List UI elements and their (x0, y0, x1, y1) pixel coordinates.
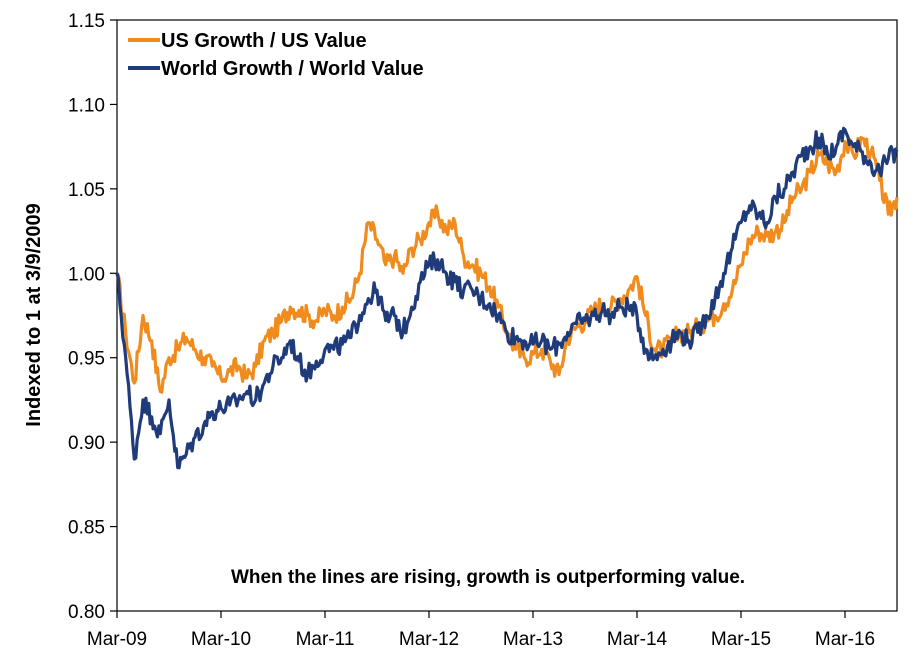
plot-frame (116, 19, 898, 612)
y-tick-label: 0.80 (68, 602, 105, 623)
x-tick-label: Mar-10 (191, 629, 251, 650)
x-tick-label: Mar-15 (711, 629, 771, 650)
x-tick-label: Mar-14 (607, 629, 668, 650)
x-tick-label: Mar-16 (815, 629, 875, 650)
series-line-world-growth-value (115, 126, 899, 470)
series-layer (115, 126, 899, 470)
y-tick-label: 0.90 (68, 433, 105, 454)
y-tick-label: 0.95 (68, 349, 105, 370)
y-tick-label: 0.85 (68, 518, 105, 539)
legend-label: US Growth / US Value (161, 30, 367, 52)
x-tick-label: Mar-13 (503, 629, 563, 650)
y-axis-label: Indexed to 1 at 3/9/2009 (23, 203, 45, 426)
x-axis-ticks: Mar-09 Mar-10 Mar-11 Mar-12 Mar-13 Mar-14 Mar-… (87, 611, 875, 650)
chart-annotation: When the lines are rising, growth is out… (231, 567, 745, 588)
x-tick-label: Mar-11 (296, 629, 355, 650)
series-line-us-growth-value (115, 135, 899, 394)
y-tick-label: 1.15 (68, 11, 105, 32)
y-tick-label: 1.00 (68, 264, 105, 285)
legend-label: World Growth / World Value (161, 58, 424, 80)
y-axis-ticks: 0.80 0.85 0.90 0.95 1.00 1.05 1.10 1.15 (68, 11, 117, 623)
y-tick-label: 1.05 (68, 180, 105, 201)
legend: US Growth / US Value World Growth / World… (128, 30, 424, 80)
x-tick-label: Mar-09 (87, 629, 147, 650)
chart-axes (116, 19, 898, 612)
y-tick-label: 1.10 (68, 95, 105, 116)
x-tick-label: Mar-12 (399, 629, 459, 650)
